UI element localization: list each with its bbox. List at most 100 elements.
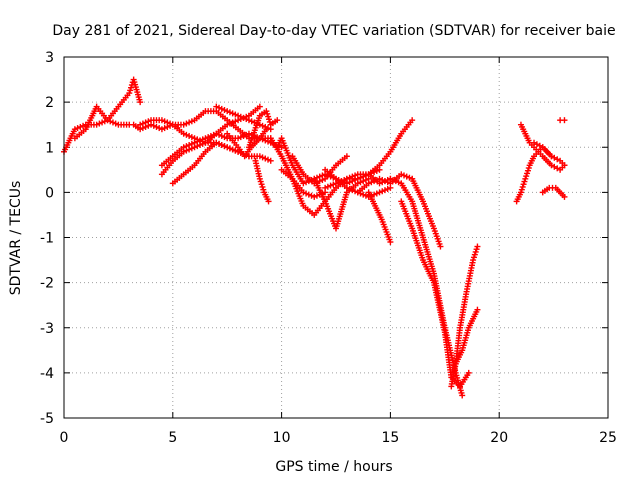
data-point-trace <box>188 145 195 152</box>
data-point-trace <box>112 120 119 127</box>
data-point-trace <box>183 131 190 138</box>
data-point-trace <box>265 116 272 123</box>
data-point-trace <box>80 122 87 129</box>
data-point-trace <box>373 190 380 197</box>
data-point-trace <box>346 185 353 192</box>
data-point <box>213 103 220 110</box>
data-point-trace <box>360 173 367 180</box>
data-point-trace <box>330 181 337 188</box>
data-point-trace <box>216 104 223 111</box>
chart-title: Day 281 of 2021, Sidereal Day-to-day VTE… <box>52 23 615 39</box>
data-point-trace <box>258 181 265 188</box>
data-point-trace <box>199 140 206 147</box>
x-tick-label: 5 <box>168 430 177 446</box>
data-point <box>235 112 242 119</box>
data-point-trace <box>127 87 134 94</box>
data-point-trace <box>216 140 223 147</box>
data-point-trace <box>232 118 239 125</box>
data-point-trace <box>341 176 348 183</box>
y-tick-label: -5 <box>40 411 54 427</box>
data-point-trace <box>218 132 225 139</box>
data-point <box>354 175 361 182</box>
data-point <box>465 369 472 376</box>
data-point-trace <box>381 178 388 185</box>
data-point <box>93 121 100 128</box>
data-point <box>437 243 444 250</box>
data-point <box>474 306 481 313</box>
data-point-trace <box>324 183 331 190</box>
data-point-trace <box>262 155 269 162</box>
data-point-trace <box>327 182 334 189</box>
data-point-trace <box>384 185 391 192</box>
y-tick-label: 1 <box>45 140 54 156</box>
y-axis-label: SDTVAR / TECUs <box>8 181 24 296</box>
data-point-trace <box>266 118 273 125</box>
grid-lines <box>64 57 608 418</box>
data-point-trace <box>259 154 266 161</box>
data-point <box>409 117 416 124</box>
data-point-trace <box>362 192 369 199</box>
data-point <box>561 117 568 124</box>
y-tick-label: -1 <box>40 231 54 247</box>
data-point-trace <box>156 125 163 132</box>
data-point-trace <box>101 118 108 125</box>
data-point <box>343 184 350 191</box>
data-point-trace <box>167 120 174 127</box>
data-point <box>387 239 394 246</box>
data-point-trace <box>524 167 531 174</box>
data-point-trace <box>525 165 532 172</box>
data-point-trace <box>349 187 356 194</box>
data-point-trace <box>403 173 410 180</box>
data-point-trace <box>313 192 320 199</box>
data-point-trace <box>109 119 116 126</box>
data-point <box>322 184 329 191</box>
data-point <box>71 126 78 133</box>
data-point-trace <box>186 119 193 126</box>
y-tick-label: -4 <box>40 366 54 382</box>
data-point <box>180 148 187 155</box>
data-point-trace <box>264 110 271 117</box>
data-point <box>300 189 307 196</box>
data-point-trace <box>316 173 323 180</box>
data-point-trace <box>183 120 190 127</box>
data-point-trace <box>390 176 397 183</box>
data-point <box>398 171 405 178</box>
data-point-trace <box>153 123 160 130</box>
data-point <box>311 193 318 200</box>
data-point <box>561 193 568 200</box>
data-point-trace <box>319 172 326 179</box>
data-point <box>137 99 144 106</box>
data-point <box>180 130 187 137</box>
y-tick-label: -2 <box>40 276 54 292</box>
data-point-trace <box>519 183 526 190</box>
data-point-trace <box>357 174 364 181</box>
data-point <box>522 175 529 182</box>
data-point-trace <box>379 176 386 183</box>
data-point-trace <box>226 145 233 152</box>
x-tick-labels: 0 5 10 15 20 25 <box>60 430 617 446</box>
data-point-trace <box>395 179 402 186</box>
data-point-trace <box>259 183 266 190</box>
data-point-trace <box>150 122 157 129</box>
data-point-trace <box>197 141 203 148</box>
data-point <box>459 392 466 399</box>
data-point-trace <box>360 191 367 198</box>
y-tick-label: 0 <box>45 185 54 201</box>
data-point-trace <box>229 146 236 153</box>
data-point-trace <box>237 134 244 141</box>
data-point-trace <box>243 131 250 138</box>
data-point <box>245 130 252 137</box>
data-point-trace <box>183 147 190 154</box>
x-tick-label: 20 <box>490 430 508 446</box>
data-point-trace <box>188 134 195 141</box>
data-point-trace <box>164 119 171 126</box>
y-tick-label: 3 <box>45 50 54 66</box>
data-point-trace <box>260 186 267 193</box>
data-point-trace <box>521 178 528 185</box>
data-point <box>267 157 274 164</box>
data-point-trace <box>232 111 239 118</box>
data-point-trace <box>161 118 168 125</box>
data-point <box>265 198 272 205</box>
data-point-trace <box>392 178 399 185</box>
data-point-trace <box>240 114 247 121</box>
